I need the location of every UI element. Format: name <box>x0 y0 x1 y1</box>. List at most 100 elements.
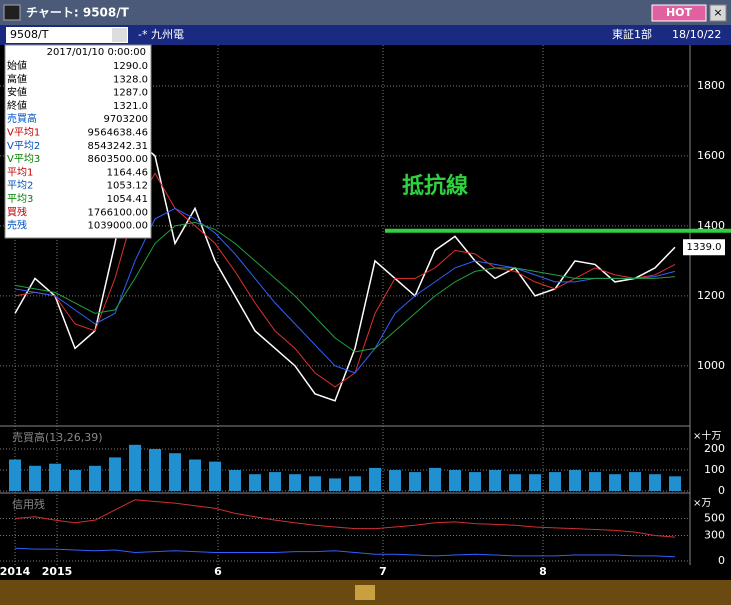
volume-bar <box>129 444 141 491</box>
scroll-thumb[interactable] <box>355 585 375 600</box>
hot-label: HOT <box>666 6 693 19</box>
volume-bar <box>529 474 541 491</box>
info-label: 平均3 <box>7 193 33 205</box>
unit-label: ×十万 <box>693 429 721 442</box>
market: 東証1部 <box>612 27 652 41</box>
stock-name: -* 九州電 <box>138 28 184 41</box>
info-label: 安値 <box>7 86 27 99</box>
volume-bar <box>649 474 661 491</box>
info-panel <box>4 44 152 239</box>
info-label: 平均1 <box>7 166 33 178</box>
volume-bar <box>669 476 681 491</box>
info-label: 売残 <box>7 219 27 232</box>
y-tick-label: 200 <box>704 442 725 455</box>
symbol-input[interactable] <box>6 27 128 43</box>
info-label: 高値 <box>7 72 27 85</box>
price-tag: 1339.0 <box>687 242 722 253</box>
volume-bar <box>609 474 621 491</box>
panel-label: 売買高(13,26,39) <box>12 430 103 444</box>
info-value: 8603500.00 <box>88 154 148 165</box>
symbol: 9508/T <box>10 28 49 41</box>
x-tick-label: 8 <box>539 565 547 578</box>
volume-bar <box>169 453 181 491</box>
info-label: 買残 <box>7 205 27 218</box>
info-date: 2017/01/10 0:00:00 <box>47 47 146 58</box>
volume-bar <box>329 478 341 491</box>
x-tick-label: 6 <box>214 565 222 578</box>
x-tick-label: 2015 <box>42 565 73 578</box>
y-tick-label: 1800 <box>697 79 725 92</box>
y-tick-label: 1400 <box>697 219 725 232</box>
series-line <box>14 207 676 374</box>
header-bar <box>0 25 731 45</box>
volume-bar <box>509 474 521 491</box>
volume-bar <box>229 470 241 491</box>
volume-bar <box>369 467 381 491</box>
x-tick-label: 7 <box>379 565 387 578</box>
volume-bar <box>249 474 261 491</box>
annotation: 抵抗線 <box>402 173 468 199</box>
volume-bar <box>309 476 321 491</box>
volume-bar <box>49 463 61 491</box>
series-line <box>14 547 676 558</box>
info-label: 平均2 <box>7 180 33 192</box>
y-tick-label: 300 <box>704 528 725 541</box>
close-icon: × <box>713 6 722 19</box>
info-value: 8543242.31 <box>88 141 148 152</box>
title-bar <box>0 0 731 25</box>
series-line <box>14 499 676 538</box>
info-value: 1290.0 <box>113 61 148 72</box>
close-button[interactable] <box>709 4 727 22</box>
info-value: 9564638.46 <box>88 128 148 139</box>
info-label: V平均2 <box>7 140 40 152</box>
volume-bar <box>209 461 221 491</box>
info-value: 1287.0 <box>113 88 148 99</box>
info-value: 9703200 <box>103 114 148 125</box>
volume-bar <box>589 472 601 491</box>
info-value: 1053.12 <box>107 181 148 192</box>
y-tick-label: 1000 <box>697 359 725 372</box>
info-label: 始値 <box>7 59 27 72</box>
y-tick-label: 0 <box>718 554 725 567</box>
y-tick-label: 500 <box>704 511 725 524</box>
y-tick-label: 100 <box>704 463 725 476</box>
y-tick-label: 1600 <box>697 149 725 162</box>
volume-bar <box>69 470 81 491</box>
volume-bar <box>569 470 581 491</box>
panel-label: 信用残 <box>12 497 45 511</box>
volume-bar <box>449 470 461 491</box>
hot-button[interactable] <box>651 4 707 22</box>
unit-label: ×万 <box>693 498 711 509</box>
volume-bar <box>349 476 361 491</box>
info-label: 売買高 <box>7 112 37 125</box>
y-tick-label: 0 <box>718 484 725 497</box>
info-label: 終値 <box>7 99 27 112</box>
volume-bar <box>9 459 21 491</box>
volume-bar <box>289 474 301 491</box>
app-icon <box>3 4 21 21</box>
info-value: 1321.0 <box>113 101 148 112</box>
volume-bar <box>629 472 641 491</box>
info-label: V平均3 <box>7 153 40 165</box>
window-title: チャート: 9508/T <box>26 6 130 20</box>
y-tick-label: 1200 <box>697 289 725 302</box>
volume-bar <box>429 467 441 491</box>
volume-bar <box>469 472 481 491</box>
price-tag-bg <box>683 239 725 256</box>
series-line <box>14 221 676 353</box>
volume-bar <box>389 470 401 491</box>
volume-bar <box>89 465 101 491</box>
volume-bar <box>29 465 41 491</box>
volume-bar <box>189 459 201 491</box>
volume-bar <box>109 457 121 491</box>
info-value: 1328.0 <box>113 74 148 85</box>
info-label: V平均1 <box>7 127 40 139</box>
dropdown[interactable] <box>112 28 127 42</box>
info-value: 1039000.00 <box>88 221 148 232</box>
volume-bar <box>549 472 561 491</box>
volume-bar <box>269 472 281 491</box>
info-value: 1054.41 <box>107 194 148 205</box>
info-value: 1766100.00 <box>88 207 148 218</box>
x-tick-label: 2014 <box>0 565 31 578</box>
